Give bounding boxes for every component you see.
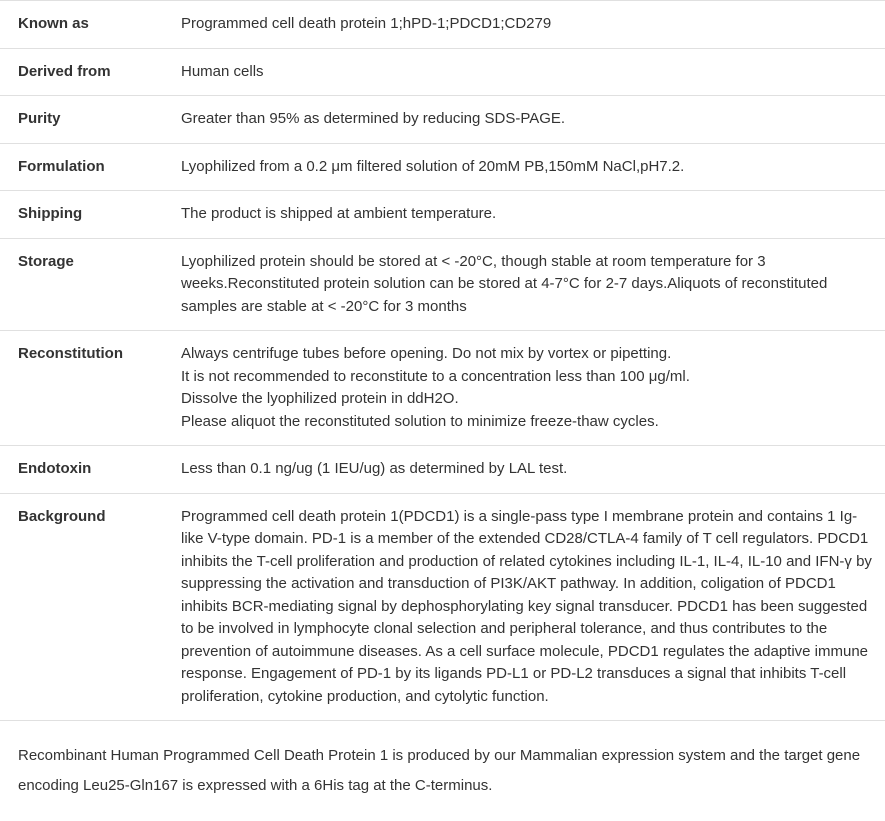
row-value-reconstitution: Always centrifuge tubes before opening. … [163, 331, 885, 446]
row-label-shipping: Shipping [0, 191, 163, 239]
row-value-formulation: Lyophilized from a 0.2 μm filtered solut… [163, 143, 885, 191]
row-value-derived-from: Human cells [163, 48, 885, 96]
row-label-reconstitution: Reconstitution [0, 331, 163, 446]
table-row: Reconstitution Always centrifuge tubes b… [0, 331, 885, 446]
table-row: Endotoxin Less than 0.1 ng/ug (1 IEU/ug)… [0, 446, 885, 494]
table-row: Background Programmed cell death protein… [0, 493, 885, 721]
product-description: Recombinant Human Programmed Cell Death … [0, 721, 885, 821]
table-row: Derived from Human cells [0, 48, 885, 96]
row-value-shipping: The product is shipped at ambient temper… [163, 191, 885, 239]
row-label-endotoxin: Endotoxin [0, 446, 163, 494]
row-label-purity: Purity [0, 96, 163, 144]
spec-table: Known as Programmed cell death protein 1… [0, 0, 885, 721]
row-label-known-as: Known as [0, 1, 163, 49]
row-value-storage: Lyophilized protein should be stored at … [163, 238, 885, 331]
table-row: Shipping The product is shipped at ambie… [0, 191, 885, 239]
row-value-endotoxin: Less than 0.1 ng/ug (1 IEU/ug) as determ… [163, 446, 885, 494]
row-label-background: Background [0, 493, 163, 721]
table-row: Storage Lyophilized protein should be st… [0, 238, 885, 331]
row-label-derived-from: Derived from [0, 48, 163, 96]
row-value-known-as: Programmed cell death protein 1;hPD-1;PD… [163, 1, 885, 49]
row-label-formulation: Formulation [0, 143, 163, 191]
table-row: Known as Programmed cell death protein 1… [0, 1, 885, 49]
row-label-storage: Storage [0, 238, 163, 331]
table-row: Formulation Lyophilized from a 0.2 μm fi… [0, 143, 885, 191]
row-value-background: Programmed cell death protein 1(PDCD1) i… [163, 493, 885, 721]
table-row: Purity Greater than 95% as determined by… [0, 96, 885, 144]
row-value-purity: Greater than 95% as determined by reduci… [163, 96, 885, 144]
